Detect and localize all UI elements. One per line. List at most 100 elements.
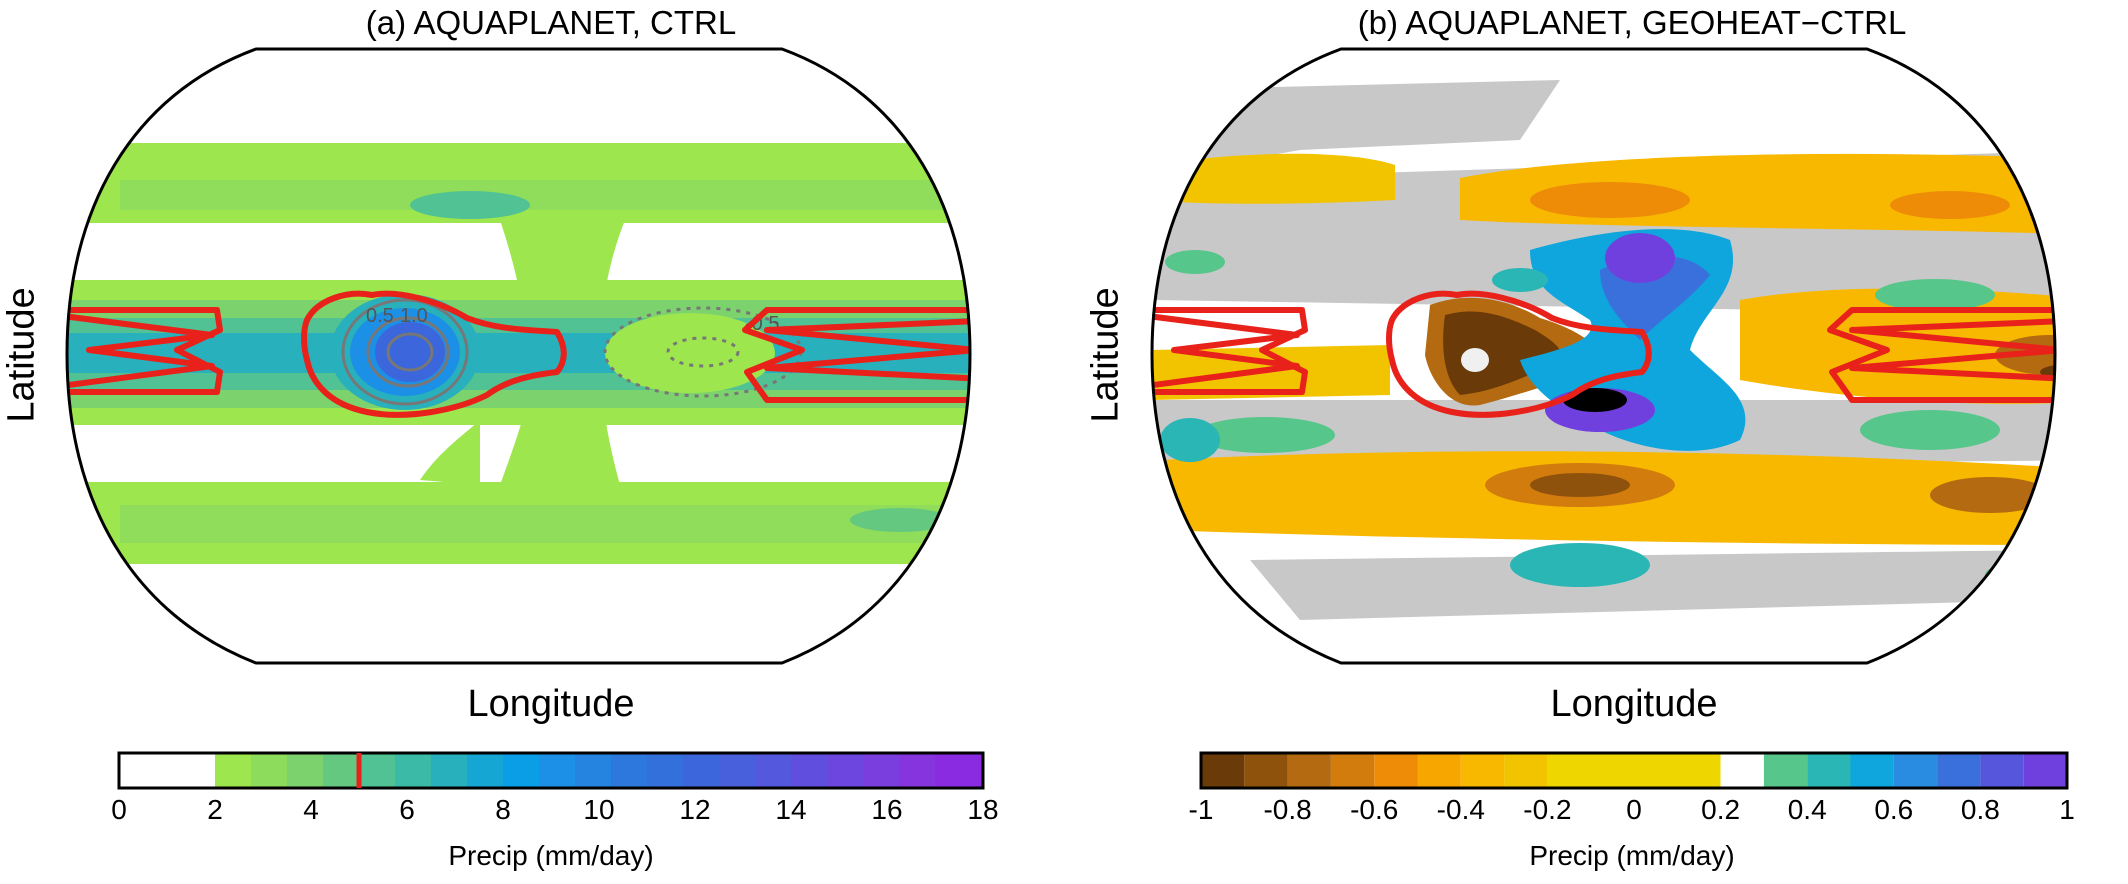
panel-b-outline: [1150, 47, 2057, 665]
colorbar-tick: 16: [871, 794, 903, 825]
colorbar-swatch: [1547, 753, 1721, 788]
panel-a-ylabel: Latitude: [0, 287, 43, 423]
colorbar-swatch: [647, 753, 683, 788]
colorbar-swatch: [611, 753, 647, 788]
colorbar-tick: 0.8: [1960, 794, 2000, 825]
neg-blob-north: [1530, 182, 1690, 218]
colorbar-tick: 10: [583, 794, 615, 825]
colorbar-swatch: [1201, 753, 1245, 788]
heat-blob-core: [375, 322, 445, 382]
colorbar-swatch: [1504, 753, 1548, 788]
colorbar-swatch: [539, 753, 575, 788]
bridge-left: [420, 420, 480, 485]
colorbar-swatch: [1417, 753, 1461, 788]
colorbar-swatch: [251, 753, 287, 788]
colorbar-swatch: [431, 753, 467, 788]
colorbar-tick: 12: [679, 794, 711, 825]
colorbar-swatch: [899, 753, 935, 788]
colorbar-a: [117, 751, 985, 790]
colorbar-swatch: [1937, 753, 1981, 788]
green-patch: [1195, 417, 1335, 453]
red-contour-west: [67, 307, 223, 395]
red-contour-center: [1386, 290, 1652, 418]
colorbar-swatch: [1287, 753, 1331, 788]
colorbar-swatch: [827, 753, 863, 788]
green-patch: [1160, 418, 1220, 462]
colorbar-swatch: [467, 753, 503, 788]
colorbar-frame: [117, 751, 985, 790]
neg-blob-north-e: [1890, 191, 2010, 219]
red-contour-east: [1827, 307, 2055, 403]
panel-a-map: 0.5 1.0 -0.5: [67, 49, 970, 663]
colorbar-swatch: [863, 753, 899, 788]
panel-a-outline: [65, 47, 972, 665]
colorbar-swatch: [215, 753, 251, 788]
colorbar-swatch: [1850, 753, 1894, 788]
colorbar-swatch: [1763, 753, 1808, 788]
blob-north: [410, 191, 530, 219]
colorbar-swatch: [1807, 753, 1851, 788]
colorbar-tick: 0.4: [1787, 794, 1827, 825]
band-north-core: [120, 180, 970, 210]
colorbar-tick: 2: [207, 794, 223, 825]
wet-blob-nw: [1492, 268, 1548, 292]
colorbar-swatch: [1244, 753, 1288, 788]
contour-label: 0.5: [366, 305, 394, 327]
colorbar-b-label: Precip (mm/day): [1529, 840, 1735, 871]
colorbar-swatch: [1330, 753, 1375, 788]
colorbar-swatch: [1720, 753, 1764, 788]
insig-south: [1250, 550, 2050, 620]
contour-neg-1.0: [666, 336, 740, 368]
red-contour-east: [742, 307, 970, 403]
colorbar-tick: -0.6: [1350, 794, 1399, 825]
colorbar-swatch: [791, 753, 827, 788]
red-contour-center: [301, 290, 567, 418]
colorbar-swatch: [755, 753, 791, 788]
colorbar-tick: 0: [111, 794, 127, 825]
green-patch: [1860, 410, 2000, 450]
contour-1.5: [386, 332, 434, 372]
colorbar-swatch: [575, 753, 611, 788]
colorbar-swatch: [719, 753, 755, 788]
wet-blob-south-core: [1563, 388, 1627, 412]
colorbar-frame: [1199, 751, 2069, 790]
red-contour-west: [1152, 307, 1308, 395]
colorbar-swatch: [2023, 753, 2067, 788]
colorbar-swatch: [1893, 753, 1938, 788]
heat-dry-core: [1443, 311, 1561, 395]
neg-blob-south-core: [1530, 473, 1630, 497]
colorbar-swatch: [323, 753, 359, 788]
colorbar-swatch: [1980, 753, 2024, 788]
panel-b-title: (b) AQUAPLANET, GEOHEAT−CTRL: [1357, 4, 1907, 41]
green-patch: [1510, 543, 1650, 587]
band-south-core: [120, 505, 970, 543]
colorbar-swatch: [935, 753, 983, 788]
panel-b-map: [1152, 49, 2055, 663]
neg-band-nw: [1152, 153, 1395, 204]
contour-0.5: [341, 298, 469, 406]
colorbar-swatch: [1374, 753, 1418, 788]
green-patch: [1985, 563, 2055, 587]
colorbar-tick: 8: [495, 794, 511, 825]
colorbar-tick: 0.2: [1701, 794, 1741, 825]
colorbar-b: [1199, 751, 2069, 790]
colorbar-swatch: [119, 753, 215, 788]
colorbar-tick: -0.2: [1523, 794, 1572, 825]
colorbar-tick: 14: [775, 794, 807, 825]
colorbar-tick: 6: [399, 794, 415, 825]
heat-dry-eye: [1461, 348, 1489, 372]
colorbar-swatch: [287, 753, 323, 788]
colorbar-tick: -0.4: [1436, 794, 1485, 825]
neg-blob-south-e: [1930, 477, 2050, 513]
colorbar-tick: 4: [303, 794, 319, 825]
colorbar-swatch: [395, 753, 431, 788]
colorbar-swatch: [503, 753, 539, 788]
colorbar-a-label: Precip (mm/day): [448, 840, 654, 871]
contour-label: 1.0: [400, 305, 428, 327]
colorbar-tick: 18: [967, 794, 999, 825]
colorbar-tick: 0: [1626, 794, 1642, 825]
panel-a-title: (a) AQUAPLANET, CTRL: [365, 4, 737, 41]
colorbar-swatch: [359, 753, 395, 788]
